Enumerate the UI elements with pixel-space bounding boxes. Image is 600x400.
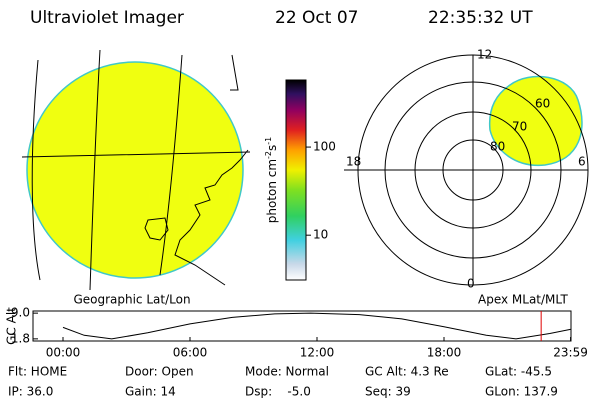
status-field: Flt: HOME [8, 365, 67, 379]
colorbar [285, 79, 307, 281]
panel-label: Geographic Lat/Lon [73, 293, 190, 307]
status-field: Seq: 39 [365, 385, 411, 399]
altitude-curve [62, 312, 572, 340]
x-tick-label: 12:00 [300, 346, 335, 360]
y-tick-label: 1.8 [11, 331, 30, 345]
altitude-frame [32, 310, 572, 342]
colorbar-tick-label: 100 [313, 140, 336, 154]
status-field: Gain: 14 [125, 385, 176, 399]
status-field: Door: Open [125, 365, 194, 379]
x-tick-label: 23:59 [553, 346, 588, 360]
x-tick-label: 18:00 [427, 346, 462, 360]
x-tick-label: 06:00 [173, 346, 208, 360]
status-field: Mode: Normal [245, 365, 329, 379]
colorbar-label: photon cm-2s-1 [264, 137, 279, 224]
y-axis-label: GC Alt [5, 307, 19, 345]
panel-label: Apex MLat/MLT [478, 293, 568, 307]
x-tick-label: 00:00 [46, 346, 81, 360]
status-field: IP: 36.0 [8, 385, 53, 399]
status-field: Dsp: -5.0 [245, 385, 311, 399]
mlt-label: 18 [346, 155, 361, 169]
lat-label: 80 [490, 140, 505, 154]
lat-label: 70 [512, 120, 527, 134]
date: 22 Oct 07 [275, 8, 358, 28]
status-field: GLon: 137.9 [485, 385, 558, 399]
y-tick-label: 9.0 [11, 306, 30, 320]
title: Ultraviolet Imager [30, 8, 184, 28]
mlt-label: 12 [477, 48, 492, 62]
colorbar-tick-label: 10 [313, 228, 328, 242]
status-field: GLat: -45.5 [485, 365, 552, 379]
time: 22:35:32 UT [428, 8, 533, 28]
mlt-label: 0 [467, 277, 475, 291]
geographic-map: Geographic Lat/Lon [21, 49, 251, 307]
status-field: GC Alt: 4.3 Re [365, 365, 449, 379]
mlt-label: 6 [578, 155, 586, 169]
polar-plot: 12 18 6 0 60 70 80 Apex MLat/MLT [344, 48, 589, 307]
lat-label: 60 [535, 97, 550, 111]
